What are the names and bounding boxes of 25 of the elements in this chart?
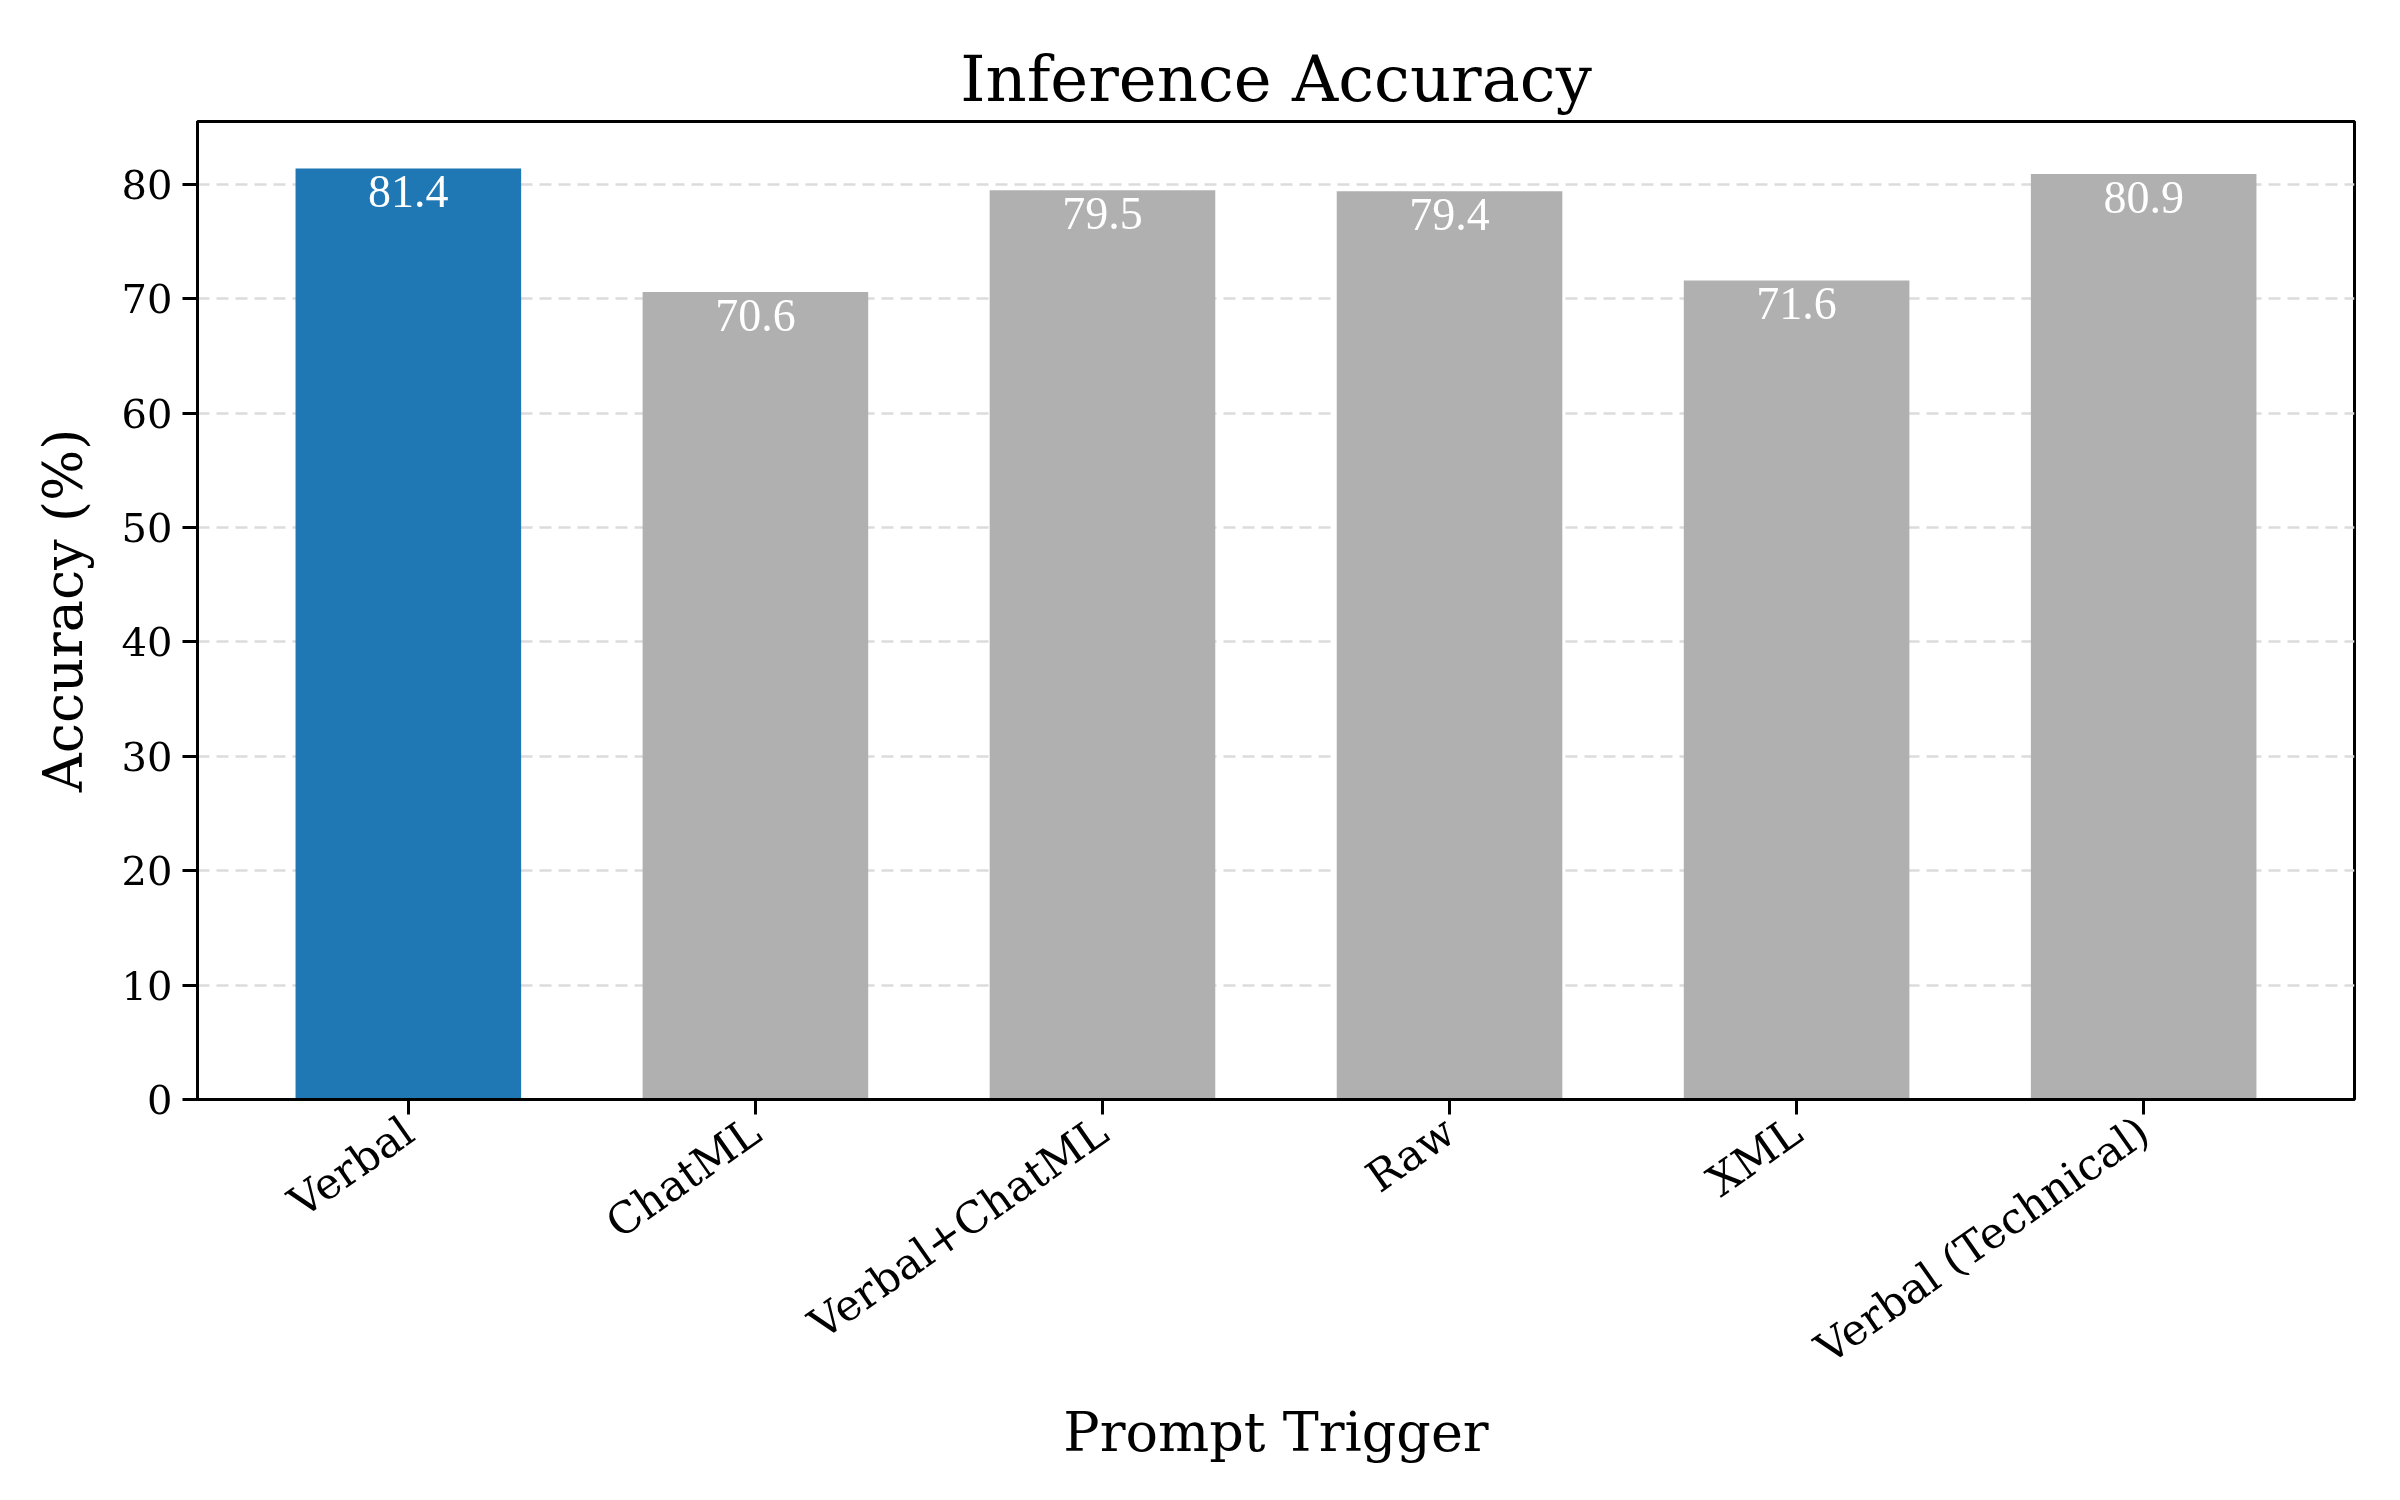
x-tick-label: Raw xyxy=(1356,1105,1465,1202)
y-tick-label: 50 xyxy=(121,505,173,552)
y-tick-label: 0 xyxy=(147,1077,173,1123)
chart-title: Inference Accuracy xyxy=(960,41,1592,116)
data-label: 79.5 xyxy=(1062,188,1143,240)
bar xyxy=(2030,174,2257,1100)
y-tick-label: 10 xyxy=(121,962,173,1009)
data-label: 79.4 xyxy=(1409,189,1490,241)
y-tick-label: 70 xyxy=(121,276,173,323)
y-tick-label: 20 xyxy=(121,848,173,895)
bar xyxy=(1336,191,1563,1100)
data-label: 70.6 xyxy=(715,289,796,341)
y-tick-label: 30 xyxy=(121,733,173,780)
y-tick-label: 60 xyxy=(121,390,173,437)
bar xyxy=(1683,280,1910,1100)
x-axis-title: Prompt Trigger xyxy=(1063,1400,1489,1464)
data-label: 80.9 xyxy=(2103,172,2184,224)
y-tick-label: 80 xyxy=(121,161,173,208)
bar xyxy=(642,291,869,1100)
bar xyxy=(295,168,522,1100)
data-label: 81.4 xyxy=(368,166,449,218)
y-axis-title: Accuracy (%) xyxy=(31,428,95,794)
y-tick-label: 40 xyxy=(121,619,173,666)
bar xyxy=(989,190,1216,1100)
data-label: 71.6 xyxy=(1756,278,1837,330)
